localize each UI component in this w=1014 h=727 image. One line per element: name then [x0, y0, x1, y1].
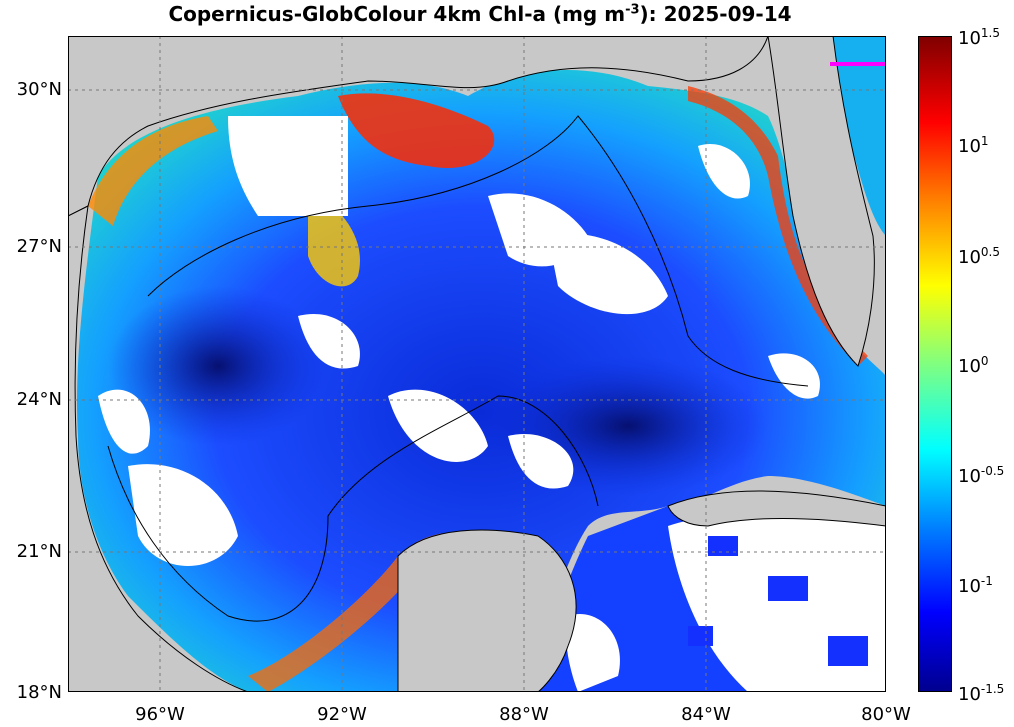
title-exponent: -3 — [625, 2, 640, 18]
cloud-cover — [98, 116, 886, 692]
colorbar-tick-1-5: 101.5 — [958, 26, 1000, 49]
map-border — [68, 36, 886, 692]
colorbar-tick-neg-1-5: 10-1.5 — [958, 682, 1005, 705]
title-prefix: Copernicus-GlobColour 4km Chl-a (mg m — [168, 2, 626, 26]
lon-label-96w: 96°W — [135, 704, 185, 725]
lat-label-24n: 24°N — [16, 389, 62, 410]
lat-label-30n: 30°N — [16, 79, 62, 100]
cuba-land — [667, 490, 886, 527]
colorbar-tick-neg-0-5: 10-0.5 — [958, 464, 1005, 487]
lat-label-27n: 27°N — [16, 236, 62, 257]
title-suffix: ): 2025-09-14 — [639, 2, 792, 26]
mississippi-plume — [338, 93, 495, 168]
lon-label-84w: 84°W — [681, 704, 731, 725]
deep-low-chl-west — [108, 286, 328, 446]
lon-label-80w: 80°W — [861, 704, 911, 725]
lon-label-88w: 88°W — [499, 704, 549, 725]
map-title: Copernicus-GlobColour 4km Chl-a (mg m-3)… — [0, 2, 960, 26]
mexico-land — [68, 205, 249, 692]
texas-coast-band — [88, 116, 218, 226]
lon-label-92w: 92°W — [317, 704, 367, 725]
gulf-water — [77, 69, 886, 692]
eez-boundary-south — [107, 395, 599, 622]
colorbar-tick-neg-1: 10-1 — [958, 574, 993, 597]
lat-label-21n: 21°N — [16, 541, 62, 562]
colorbar — [918, 36, 952, 692]
graticule — [68, 36, 886, 692]
colorbar-tick-0: 100 — [958, 354, 989, 377]
yucatan-land — [397, 529, 577, 692]
lat-label-18n: 18°N — [16, 682, 62, 703]
us-gulf-coast-land — [68, 36, 769, 217]
caribbean-clear-patches — [688, 536, 868, 666]
eez-boundary — [147, 115, 809, 387]
colorbar-tick-1: 101 — [958, 134, 989, 157]
colorbar-tick-0-5: 100.5 — [958, 245, 1000, 268]
yucatan-coast-band — [248, 532, 498, 692]
chlorophyll-map — [68, 36, 886, 692]
atlantic-water — [833, 36, 886, 236]
florida-land — [767, 36, 875, 367]
